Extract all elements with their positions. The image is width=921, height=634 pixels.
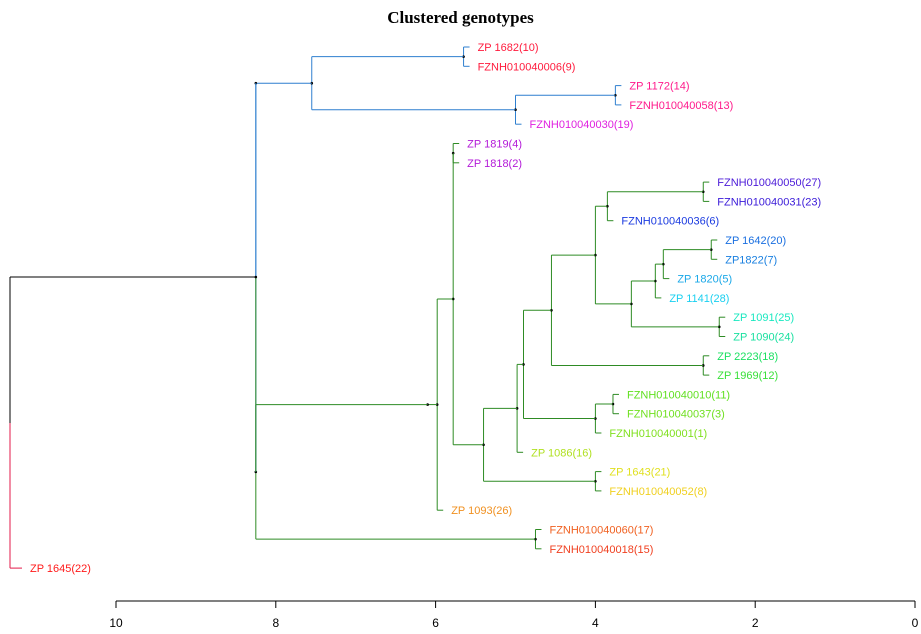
leaf-group: FZNH010040018(15) xyxy=(535,544,653,556)
leaf-label: FZNH010040030(19) xyxy=(530,119,634,131)
leaf-group: ZP 1819(4) xyxy=(453,139,522,151)
leaf-group: ZP 1969(12) xyxy=(703,370,778,382)
leaf-group: ZP1822(7) xyxy=(711,254,777,266)
leaf-group: FZNH010040010(11) xyxy=(612,389,730,401)
leaf-label: FZNH010040050(27) xyxy=(717,177,821,189)
leaf-label: FZNH010040036(6) xyxy=(621,216,719,228)
leaf-label: FZNH010040052(8) xyxy=(609,486,707,498)
x-axis-tick-label: 2 xyxy=(752,616,759,630)
leaf-group: ZP 1090(24) xyxy=(719,332,794,344)
leaf-label: FZNH010040037(3) xyxy=(627,409,725,421)
leaf-group: FZNH010040036(6) xyxy=(607,216,719,228)
leaf-label: ZP 1086(16) xyxy=(531,447,592,459)
leaf-group: ZP 2223(18) xyxy=(703,351,778,363)
leaf-group: FZNH010040030(19) xyxy=(515,119,634,131)
leaf-label: FZNH010040006(9) xyxy=(478,61,576,73)
leaf-group: FZNH010040052(8) xyxy=(595,486,707,498)
leaf-label: FZNH010040018(15) xyxy=(549,544,653,556)
leaf-label: ZP 1642(20) xyxy=(725,235,786,247)
leaf-label: ZP 1172(14) xyxy=(629,81,689,93)
leaf-group: ZP 1643(21) xyxy=(595,467,670,479)
leaf-label: ZP 1093(26) xyxy=(451,505,512,517)
leaf-group: ZP 1093(26) xyxy=(437,505,512,517)
x-axis-tick-label: 6 xyxy=(432,616,439,630)
leaf-group: FZNH010040060(17) xyxy=(535,525,653,537)
x-axis-tick-label: 10 xyxy=(109,616,123,630)
leaf-label: ZP 1819(4) xyxy=(467,139,522,151)
leaf-group: ZP 1172(14) xyxy=(615,81,690,93)
leaf-label: ZP 1645(22) xyxy=(30,563,91,575)
x-axis-tick-label: 8 xyxy=(272,616,279,630)
leaf-label: ZP 1091(25) xyxy=(733,312,794,324)
tree-node-21 xyxy=(482,443,485,447)
leaf-label: ZP 1682(10) xyxy=(478,42,539,54)
leaf-group: ZP 1086(16) xyxy=(517,447,592,459)
leaf-group: FZNH010040050(27) xyxy=(703,177,821,189)
leaf-label: FZNH010040058(13) xyxy=(629,100,733,112)
leaf-label: ZP 1818(2) xyxy=(467,158,522,170)
x-axis-tick-label: 0 xyxy=(912,616,919,630)
leaf-label: FZNH010040060(17) xyxy=(549,525,653,537)
leaf-group: FZNH010040001(1) xyxy=(595,428,707,440)
leaf-label: ZP 1643(21) xyxy=(609,467,670,479)
leaf-label: ZP 1141(28) xyxy=(669,293,729,305)
leaf-group: ZP 1141(28) xyxy=(655,293,729,305)
leaf-group: FZNH010040037(3) xyxy=(612,409,725,421)
leaf-label: FZNH010040031(23) xyxy=(717,196,821,208)
leaf-label: FZNH010040010(11) xyxy=(627,389,730,401)
leaf-label: ZP 1969(12) xyxy=(717,370,778,382)
leaf-group: ZP 1818(2) xyxy=(453,158,522,170)
leaf-group: ZP 1642(20) xyxy=(711,235,786,247)
tree-node-22 xyxy=(451,297,455,301)
leaf-group: ZP 1820(5) xyxy=(663,274,732,286)
leaf-group: FZNH010040006(9) xyxy=(463,61,576,73)
leaf-group: ZP 1091(25) xyxy=(719,312,794,324)
chart-title: Clustered genotypes xyxy=(387,8,534,27)
leaf-group: FZNH010040031(23) xyxy=(703,196,821,208)
leaf-label: FZNH010040001(1) xyxy=(609,428,707,440)
leaf-label: ZP 1820(5) xyxy=(677,274,732,286)
leaf-label: ZP 1090(24) xyxy=(733,332,794,344)
leaf-group: ZP 1682(10) xyxy=(463,42,539,54)
leaf-label: ZP1822(7) xyxy=(725,254,777,266)
leaf-group: FZNH010040058(13) xyxy=(615,100,733,112)
leaf-label: ZP 2223(18) xyxy=(717,351,778,363)
x-axis-tick-label: 4 xyxy=(592,616,599,630)
